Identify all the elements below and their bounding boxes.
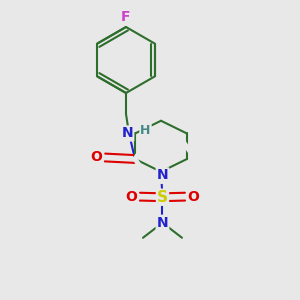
Text: O: O [126, 190, 137, 204]
Text: O: O [91, 151, 103, 164]
Text: H: H [140, 124, 151, 137]
Text: O: O [188, 190, 199, 204]
Text: N: N [157, 216, 168, 230]
Text: N: N [157, 168, 168, 182]
Text: S: S [157, 190, 168, 205]
Text: F: F [121, 11, 131, 24]
Text: N: N [122, 127, 133, 140]
